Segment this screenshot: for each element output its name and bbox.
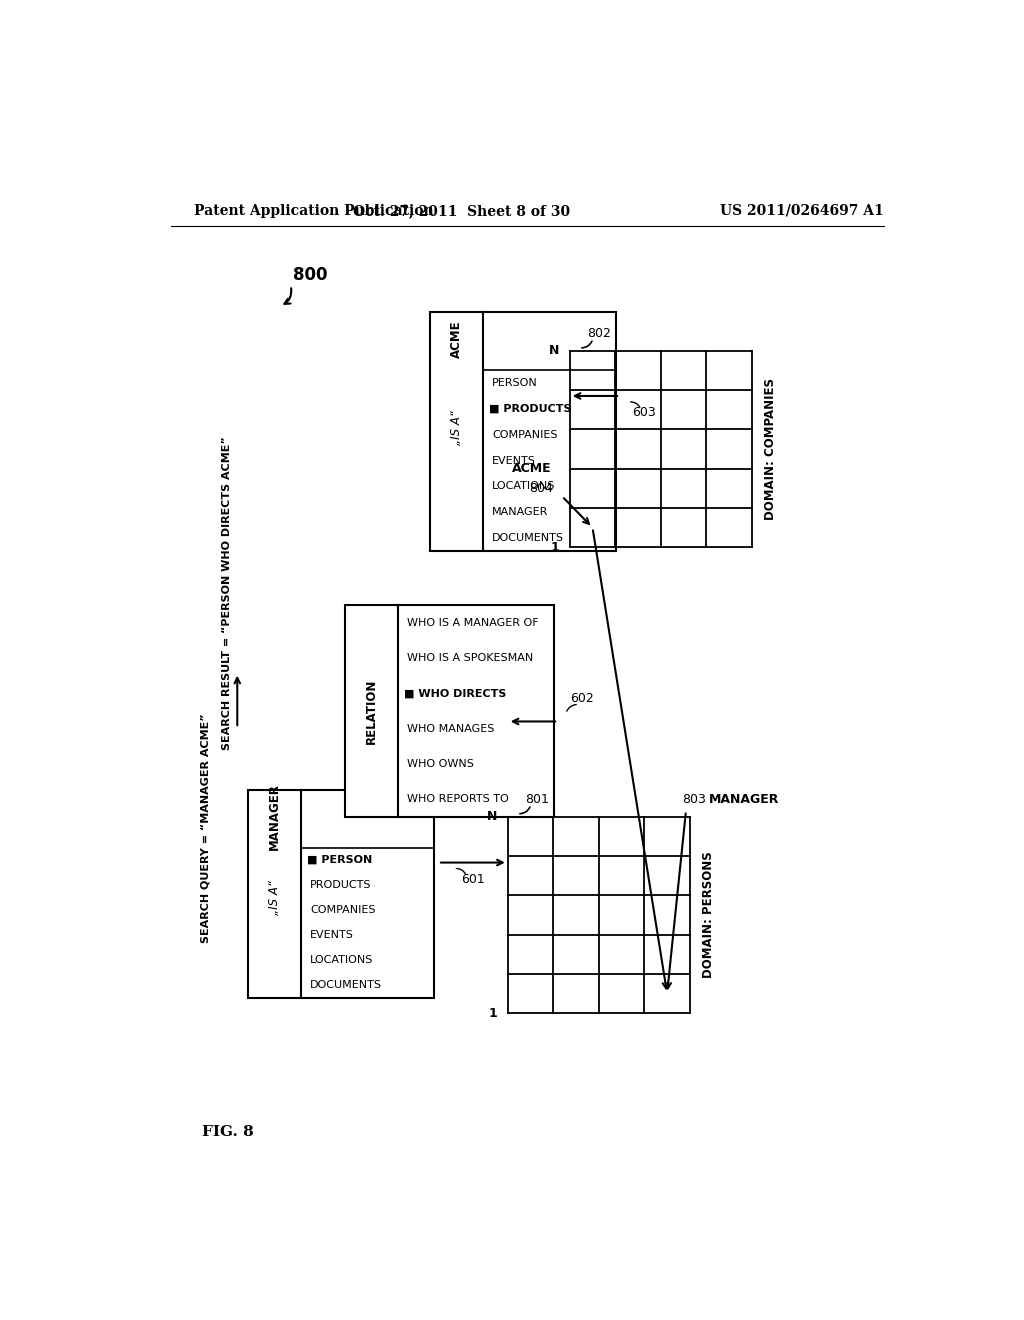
- Text: 601: 601: [461, 873, 485, 886]
- Text: 602: 602: [569, 692, 594, 705]
- Text: WHO REPORTS TO: WHO REPORTS TO: [407, 795, 509, 804]
- Text: DOCUMENTS: DOCUMENTS: [493, 533, 564, 543]
- Text: „IS A“: „IS A“: [451, 411, 463, 445]
- Text: ACME: ACME: [451, 321, 463, 358]
- Text: ACME: ACME: [512, 462, 551, 475]
- Text: SEARCH QUERY = “MANAGER ACME”: SEARCH QUERY = “MANAGER ACME”: [201, 714, 211, 942]
- Text: 603: 603: [632, 407, 655, 420]
- Text: MANAGER: MANAGER: [268, 783, 281, 850]
- Text: N: N: [549, 345, 559, 358]
- Text: COMPANIES: COMPANIES: [493, 430, 558, 440]
- Text: ■ PERSON: ■ PERSON: [307, 855, 373, 865]
- Text: „IS A“: „IS A“: [268, 880, 281, 915]
- Text: EVENTS: EVENTS: [493, 455, 537, 466]
- Text: 1: 1: [488, 1007, 497, 1019]
- Text: WHO OWNS: WHO OWNS: [407, 759, 474, 768]
- Text: 1: 1: [550, 541, 559, 554]
- Text: Patent Application Publication: Patent Application Publication: [194, 203, 433, 218]
- Bar: [345, 605, 554, 817]
- Text: 801: 801: [524, 793, 549, 807]
- Text: 800: 800: [293, 267, 328, 284]
- Text: MANAGER: MANAGER: [710, 793, 779, 807]
- Text: PERSON: PERSON: [493, 378, 538, 388]
- Text: DOCUMENTS: DOCUMENTS: [310, 981, 382, 990]
- Text: LOCATIONS: LOCATIONS: [493, 482, 556, 491]
- Text: ■ PRODUCTS: ■ PRODUCTS: [489, 404, 571, 414]
- Bar: [430, 313, 616, 552]
- Text: WHO IS A MANAGER OF: WHO IS A MANAGER OF: [407, 618, 539, 627]
- Bar: [248, 789, 434, 998]
- Text: WHO IS A SPOKESMAN: WHO IS A SPOKESMAN: [407, 653, 534, 663]
- Text: LOCATIONS: LOCATIONS: [310, 956, 374, 965]
- Text: WHO MANAGES: WHO MANAGES: [407, 723, 495, 734]
- Text: DOMAIN: COMPANIES: DOMAIN: COMPANIES: [764, 378, 776, 520]
- Text: SEARCH RESULT = “PERSON WHO DIRECTS ACME”: SEARCH RESULT = “PERSON WHO DIRECTS ACME…: [222, 437, 232, 750]
- Text: 803: 803: [682, 793, 706, 807]
- Text: Oct. 27, 2011  Sheet 8 of 30: Oct. 27, 2011 Sheet 8 of 30: [352, 203, 569, 218]
- Text: FIG. 8: FIG. 8: [202, 1126, 253, 1139]
- Text: COMPANIES: COMPANIES: [310, 906, 376, 915]
- Text: RELATION: RELATION: [365, 678, 378, 743]
- Text: MANAGER: MANAGER: [493, 507, 549, 517]
- Text: 802: 802: [587, 327, 610, 341]
- Text: 804: 804: [529, 482, 553, 495]
- Text: N: N: [486, 810, 497, 824]
- Text: PRODUCTS: PRODUCTS: [310, 880, 372, 890]
- Text: EVENTS: EVENTS: [310, 931, 354, 940]
- Text: US 2011/0264697 A1: US 2011/0264697 A1: [720, 203, 884, 218]
- Text: ■ WHO DIRECTS: ■ WHO DIRECTS: [403, 688, 506, 698]
- Text: DOMAIN: PERSONS: DOMAIN: PERSONS: [701, 851, 715, 978]
